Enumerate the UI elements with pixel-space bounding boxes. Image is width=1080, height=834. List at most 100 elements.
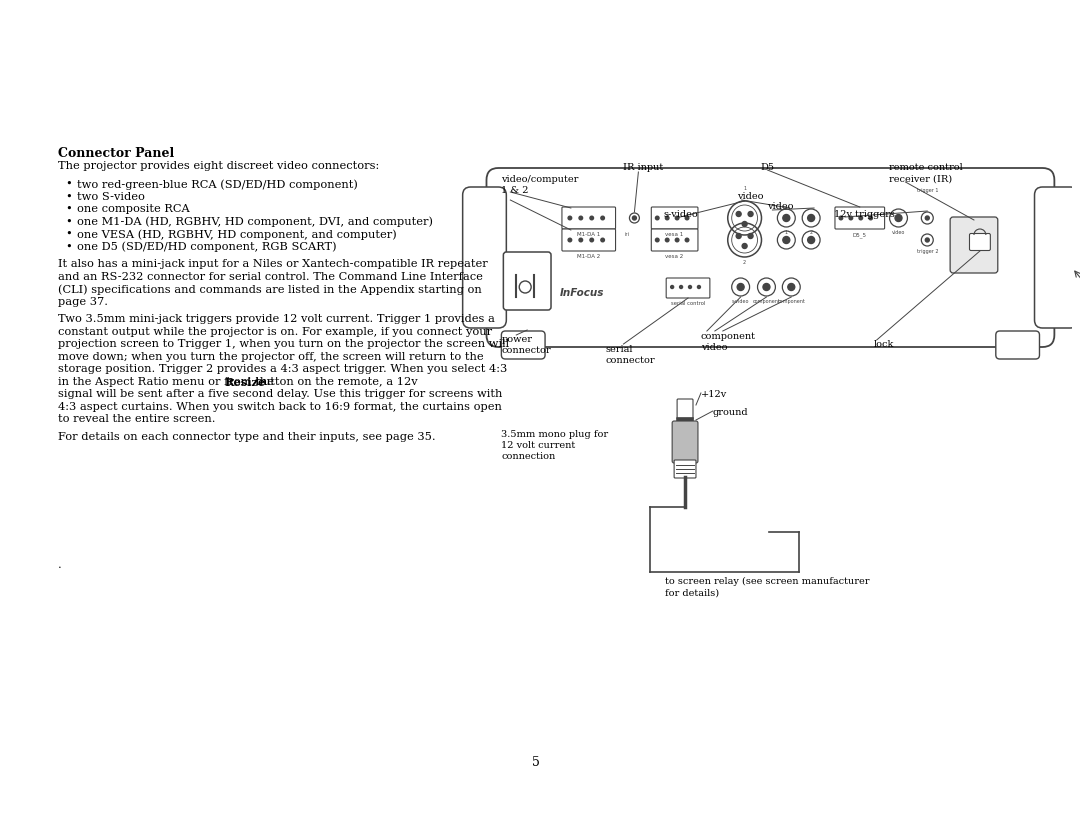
Circle shape <box>656 216 659 220</box>
Text: storage position. Trigger 2 provides a 4:3 aspect trigger. When you select 4:3: storage position. Trigger 2 provides a 4… <box>57 364 507 374</box>
FancyBboxPatch shape <box>562 229 616 251</box>
Circle shape <box>808 237 814 244</box>
Text: 3.5mm mono plug for
12 volt current
connection: 3.5mm mono plug for 12 volt current conn… <box>501 430 608 461</box>
Text: projection screen to Trigger 1, when you turn on the projector the screen will: projection screen to Trigger 1, when you… <box>57 339 509 349</box>
Text: one M1-DA (HD, RGBHV, HD component, DVI, and computer): one M1-DA (HD, RGBHV, HD component, DVI,… <box>78 217 433 227</box>
FancyBboxPatch shape <box>674 460 696 478</box>
FancyBboxPatch shape <box>996 331 1039 359</box>
Text: s-video: s-video <box>663 210 698 219</box>
Text: page 37.: page 37. <box>57 297 108 307</box>
Text: one D5 (SD/ED/HD component, RGB SCART): one D5 (SD/ED/HD component, RGB SCART) <box>78 242 337 252</box>
Circle shape <box>568 239 571 242</box>
Text: button on the remote, a 12v: button on the remote, a 12v <box>252 376 418 386</box>
Circle shape <box>590 239 594 242</box>
Circle shape <box>737 234 741 239</box>
Circle shape <box>787 284 795 290</box>
Text: video: video <box>892 230 905 235</box>
Text: 1: 1 <box>743 186 746 191</box>
Text: Connector Panel: Connector Panel <box>57 147 174 160</box>
Text: 12v triggers: 12v triggers <box>834 210 895 219</box>
Circle shape <box>633 216 636 220</box>
Text: InFocus: InFocus <box>559 288 605 298</box>
Text: one composite RCA: one composite RCA <box>78 204 190 214</box>
Circle shape <box>737 212 741 217</box>
Text: move down; when you turn the projector off, the screen will return to the: move down; when you turn the projector o… <box>57 351 483 361</box>
Text: Resize: Resize <box>225 376 266 388</box>
FancyBboxPatch shape <box>970 234 990 250</box>
Circle shape <box>895 214 902 222</box>
Circle shape <box>689 285 691 289</box>
Circle shape <box>685 239 689 242</box>
Text: video: video <box>737 192 764 201</box>
Text: Two 3.5mm mini-jack triggers provide 12 volt current. Trigger 1 provides a: Two 3.5mm mini-jack triggers provide 12 … <box>57 314 495 324</box>
Text: D5: D5 <box>760 163 774 172</box>
FancyBboxPatch shape <box>677 399 693 419</box>
Text: (CLI) specifications and commands are listed in the Appendix starting on: (CLI) specifications and commands are li… <box>57 284 482 294</box>
Text: IR input: IR input <box>623 163 664 172</box>
Text: component
video: component video <box>701 332 756 352</box>
Circle shape <box>600 216 605 220</box>
FancyBboxPatch shape <box>651 229 698 251</box>
Circle shape <box>742 222 747 227</box>
Text: trigger 2: trigger 2 <box>917 249 939 254</box>
Text: trigger 1: trigger 1 <box>917 188 939 193</box>
Text: 2: 2 <box>810 230 812 235</box>
Text: video/computer
1 & 2: video/computer 1 & 2 <box>501 175 579 195</box>
Circle shape <box>579 239 582 242</box>
Text: ground: ground <box>713 408 748 417</box>
FancyBboxPatch shape <box>672 421 698 463</box>
Circle shape <box>679 285 683 289</box>
Circle shape <box>685 216 689 220</box>
Circle shape <box>783 214 789 222</box>
Circle shape <box>698 285 701 289</box>
Circle shape <box>675 216 679 220</box>
Circle shape <box>926 216 929 220</box>
Text: •: • <box>66 179 72 189</box>
Circle shape <box>859 216 863 220</box>
Circle shape <box>579 216 582 220</box>
Text: and an RS-232 connector for serial control. The Command Line Interface: and an RS-232 connector for serial contr… <box>57 272 483 282</box>
Text: +12v: +12v <box>701 390 727 399</box>
Text: 4:3 aspect curtains. When you switch back to 16:9 format, the curtains open: 4:3 aspect curtains. When you switch bac… <box>57 401 501 411</box>
Text: M1-DA 2: M1-DA 2 <box>577 254 600 259</box>
Circle shape <box>869 216 873 220</box>
Text: 5: 5 <box>532 756 540 770</box>
Text: •: • <box>66 242 72 252</box>
Text: video: video <box>768 202 794 211</box>
FancyBboxPatch shape <box>501 331 545 359</box>
Text: The projector provides eight discreet video connectors:: The projector provides eight discreet vi… <box>57 160 379 170</box>
Text: •: • <box>66 217 72 227</box>
Text: s-video: s-video <box>732 299 750 304</box>
Text: vesa 2: vesa 2 <box>665 254 684 259</box>
Text: to screen relay (see screen manufacturer
for details): to screen relay (see screen manufacturer… <box>665 577 869 597</box>
Text: •: • <box>66 192 72 202</box>
Text: D5_5: D5_5 <box>853 232 867 238</box>
Circle shape <box>665 216 669 220</box>
Circle shape <box>762 284 770 290</box>
Text: one VESA (HD, RGBHV, HD component, and computer): one VESA (HD, RGBHV, HD component, and c… <box>78 229 397 239</box>
Text: lock: lock <box>874 340 894 349</box>
Text: remote control
receiver (IR): remote control receiver (IR) <box>889 163 962 183</box>
Circle shape <box>839 216 842 220</box>
Text: serial control: serial control <box>671 301 705 306</box>
Circle shape <box>600 239 605 242</box>
FancyBboxPatch shape <box>676 418 693 424</box>
FancyBboxPatch shape <box>486 168 1054 347</box>
Circle shape <box>808 214 814 222</box>
Text: 2: 2 <box>743 260 746 265</box>
Circle shape <box>783 237 789 244</box>
Text: .: . <box>57 560 62 570</box>
Text: two red-green-blue RCA (SD/ED/HD component): two red-green-blue RCA (SD/ED/HD compone… <box>78 179 359 189</box>
Circle shape <box>671 285 674 289</box>
FancyBboxPatch shape <box>950 217 998 273</box>
FancyBboxPatch shape <box>651 207 698 229</box>
Circle shape <box>590 216 594 220</box>
Circle shape <box>675 239 679 242</box>
Text: signal will be sent after a five second delay. Use this trigger for screens with: signal will be sent after a five second … <box>57 389 502 399</box>
Text: It also has a mini-jack input for a Niles or Xantech-compatible IR repeater: It also has a mini-jack input for a Nile… <box>57 259 487 269</box>
Circle shape <box>656 239 659 242</box>
Circle shape <box>748 234 753 239</box>
FancyBboxPatch shape <box>666 278 710 298</box>
FancyBboxPatch shape <box>462 187 507 328</box>
Circle shape <box>849 216 852 220</box>
